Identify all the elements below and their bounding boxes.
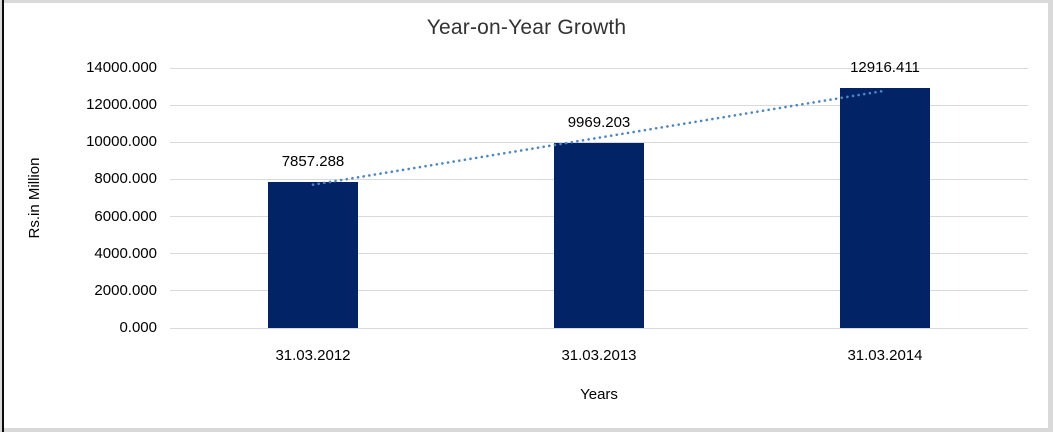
data-label: 9969.203: [567, 113, 631, 131]
data-label: 12916.411: [850, 59, 920, 77]
bar-31.03.2013: [554, 142, 644, 328]
frame-border-right: [1048, 0, 1053, 432]
x-axis-title: Years: [580, 386, 618, 403]
y-tick-label: 6000.000: [94, 207, 157, 225]
frame-border-left: [0, 0, 2, 432]
y-tick-label: 2000.000: [94, 281, 157, 299]
chart-title: Year-on-Year Growth: [426, 16, 627, 39]
gridline: [170, 67, 1028, 69]
frame-border-bottom: [0, 428, 1053, 432]
y-tick-label: 0.000: [119, 319, 157, 336]
y-tick-label: 4000.000: [94, 244, 157, 262]
data-label: 7857.288: [281, 153, 345, 171]
y-tick-label: 14000.000: [86, 59, 157, 76]
bar-31.03.2014: [840, 88, 930, 328]
y-tick-label: 8000.000: [94, 170, 157, 188]
y-tick-label: 12000.000: [86, 96, 157, 114]
x-category-label: 31.03.2014: [847, 347, 923, 364]
y-tick-label: 10000.000: [86, 133, 157, 151]
gridline: [170, 327, 1028, 329]
x-category-label: 31.03.2013: [561, 347, 637, 364]
left-border-line: [2, 0, 4, 432]
frame-border-top: [0, 0, 1053, 3]
x-category-label: 31.03.2012: [275, 347, 351, 364]
bar-31.03.2012: [268, 182, 358, 328]
